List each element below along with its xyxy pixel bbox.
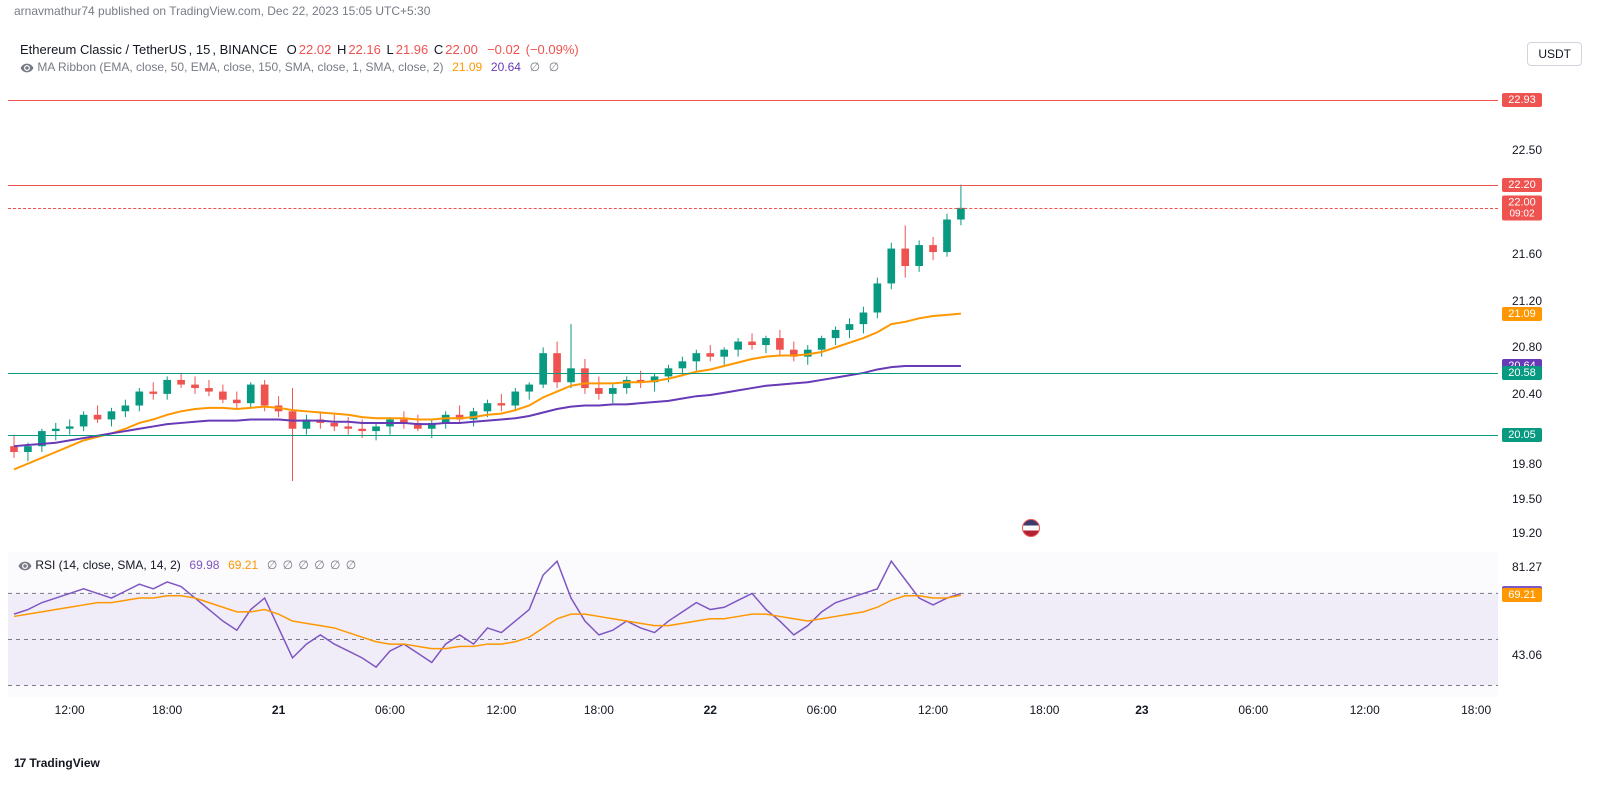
- symbol-legend: Ethereum Classic / TetherUS, 15, BINANCE…: [20, 42, 581, 57]
- price-hline: [8, 373, 1498, 375]
- ma-ribbon-legend: MA Ribbon (EMA, close, 50, EMA, close, 1…: [20, 60, 561, 75]
- price-tick: 21.60: [1512, 247, 1542, 261]
- price-tick: 22.50: [1512, 143, 1542, 157]
- price-tick: 19.80: [1512, 457, 1542, 471]
- rsi-legend: RSI (14, close, SMA, 14, 2) 69.98 69.21 …: [18, 558, 358, 573]
- price-badge: 22.93: [1502, 93, 1542, 107]
- rsi-chart[interactable]: [8, 552, 1498, 697]
- time-tick: 12:00: [1350, 703, 1380, 717]
- time-tick: 18:00: [1029, 703, 1059, 717]
- price-tick: 20.80: [1512, 340, 1542, 354]
- price-tick: 20.40: [1512, 387, 1542, 401]
- rsi-tick: 43.06: [1512, 648, 1542, 662]
- price-badge: 20.05: [1502, 428, 1542, 442]
- time-tick: 12:00: [486, 703, 516, 717]
- time-tick: 22: [704, 703, 717, 717]
- time-tick: 18:00: [152, 703, 182, 717]
- time-tick: 21: [272, 703, 285, 717]
- event-flag-icon: [1022, 519, 1040, 537]
- visibility-icon: [18, 559, 32, 573]
- price-badge: 22.20: [1502, 178, 1542, 192]
- price-chart[interactable]: [8, 80, 1498, 545]
- price-hline: [8, 208, 1498, 209]
- time-tick: 12:00: [55, 703, 85, 717]
- tradingview-logo: 17TradingView: [14, 756, 100, 770]
- publish-info: arnavmathur74 published on TradingView.c…: [14, 4, 430, 18]
- price-hline: [8, 100, 1498, 102]
- time-tick: 18:00: [584, 703, 614, 717]
- price-hline: [8, 185, 1498, 187]
- price-badge: 21.09: [1502, 307, 1542, 321]
- price-badge: 20.58: [1502, 366, 1542, 380]
- price-tick: 19.20: [1512, 526, 1542, 540]
- rsi-badge: 69.21: [1502, 588, 1542, 602]
- price-axis[interactable]: 22.5021.6021.2020.8020.4019.8019.5019.20…: [1497, 80, 1592, 545]
- time-tick: 06:00: [375, 703, 405, 717]
- rsi-axis[interactable]: 81.2743.0669.9869.21: [1497, 552, 1592, 697]
- visibility-icon: [20, 61, 34, 75]
- price-badge: 22.0009:02: [1502, 195, 1542, 220]
- time-axis[interactable]: 12:00 18:00 21 06:00 12:00 18:00 22 06:00 12:00 1…: [8, 703, 1498, 733]
- price-hline: [8, 435, 1498, 437]
- time-tick: 06:00: [1238, 703, 1268, 717]
- time-tick: 06:00: [807, 703, 837, 717]
- quote-currency-badge: USDT: [1527, 42, 1582, 66]
- time-tick: 12:00: [918, 703, 948, 717]
- time-tick: 23: [1135, 703, 1148, 717]
- time-tick: 18:00: [1461, 703, 1491, 717]
- price-tick: 19.50: [1512, 492, 1542, 506]
- rsi-tick: 81.27: [1512, 560, 1542, 574]
